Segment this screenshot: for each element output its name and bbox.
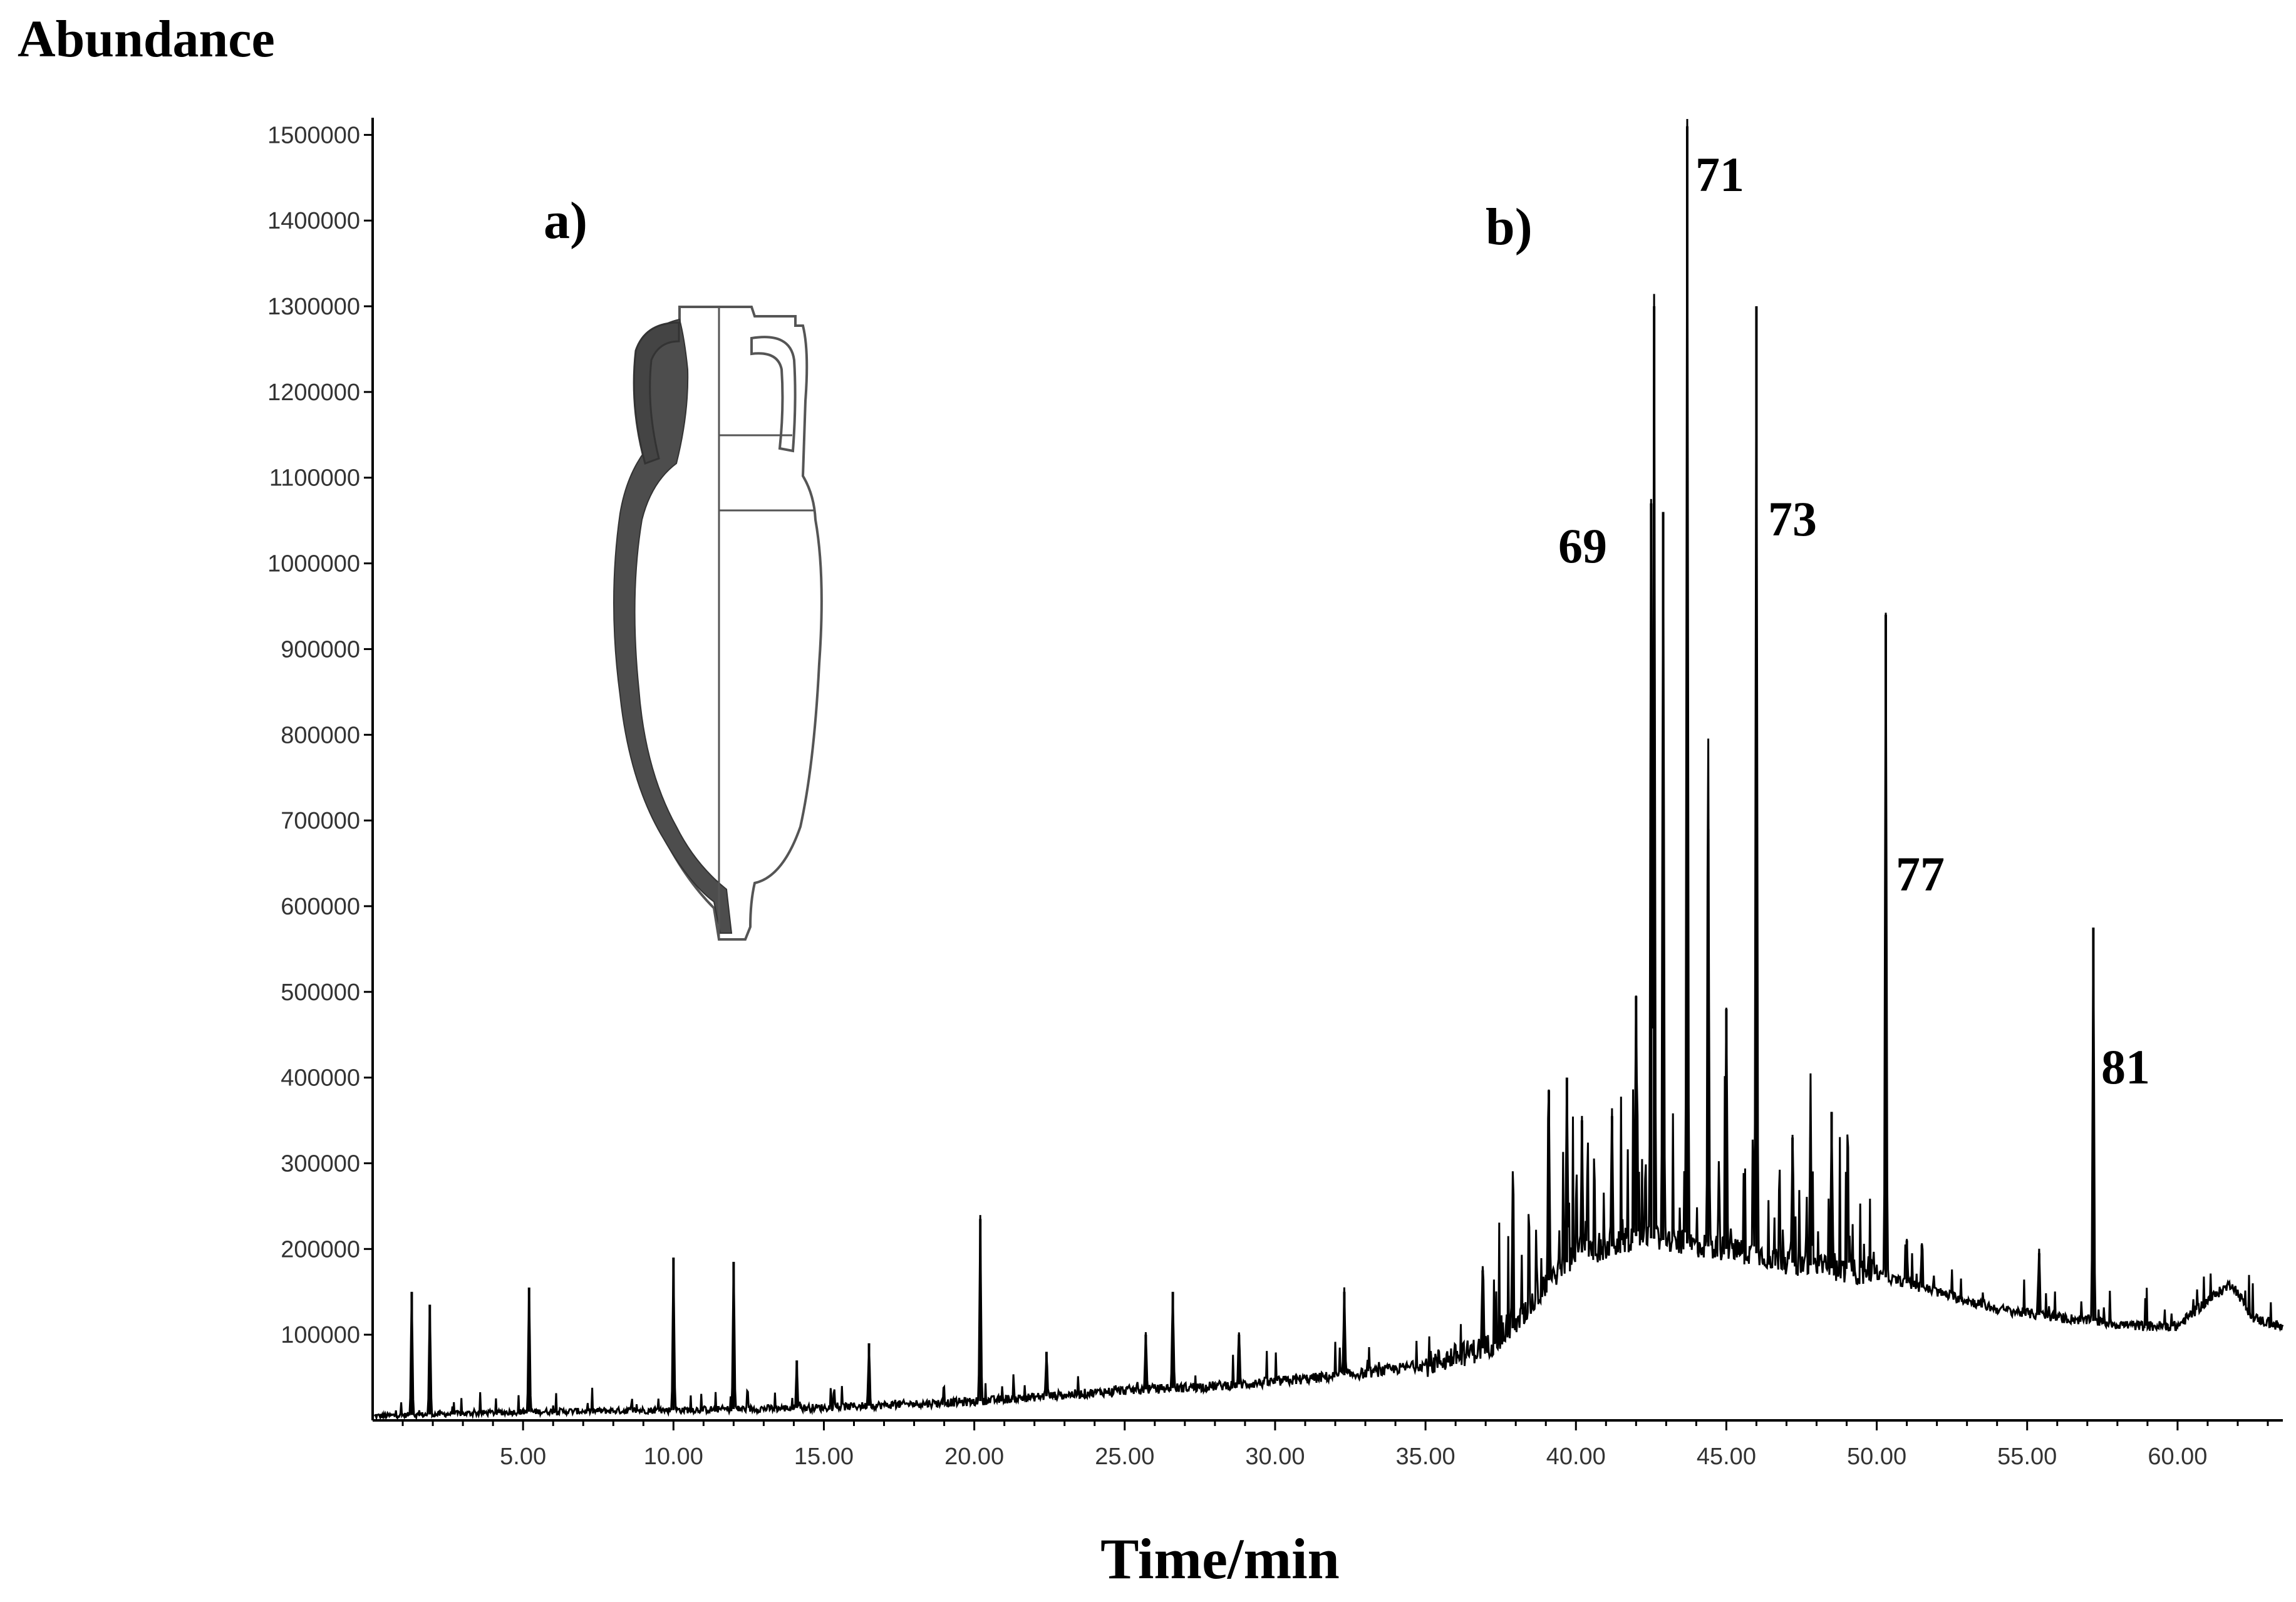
y-tick-label: 1100000 <box>269 465 360 492</box>
y-tick-label: 1300000 <box>267 294 360 320</box>
x-tick-label: 30.00 <box>1245 1444 1305 1470</box>
peak-label: 73 <box>1768 492 1817 546</box>
amphora-section-wall <box>613 318 733 934</box>
amphora-drawing <box>613 306 823 941</box>
x-tick-label: 10.00 <box>644 1444 703 1470</box>
x-tick-label: 40.00 <box>1546 1444 1606 1470</box>
peak-label: 71 <box>1695 147 1744 202</box>
y-tick-label: 1500000 <box>267 122 360 148</box>
y-tick-label: 1400000 <box>267 208 360 234</box>
y-axis-ticks: 100000 200000 300000 400000 500000 600000 7000… <box>267 122 373 1348</box>
amphora-right-handle <box>750 336 797 453</box>
x-tick-label: 60.00 <box>2148 1444 2207 1470</box>
x-tick-label: 25.00 <box>1095 1444 1154 1470</box>
y-tick-label: 200000 <box>281 1236 360 1263</box>
peak-marks <box>410 126 2095 1415</box>
y-tick-label: 800000 <box>281 722 360 748</box>
x-axis-ticks: 5.00 10.00 15.00 20.00 25.00 30.00 35.00 40.00 4… <box>401 1420 2269 1470</box>
y-axis-title: Abundance <box>18 10 275 68</box>
y-tick-label: 500000 <box>281 979 360 1006</box>
y-tick-label: 700000 <box>281 808 360 834</box>
y-tick-label: 1000000 <box>267 551 360 577</box>
y-tick-label: 300000 <box>281 1150 360 1177</box>
panel-label-a: a) <box>544 192 587 250</box>
y-tick-label: 400000 <box>281 1065 360 1092</box>
x-tick-label: 20.00 <box>944 1444 1004 1470</box>
x-tick-label: 5.00 <box>500 1444 546 1470</box>
amphora-left-handle <box>633 321 680 465</box>
x-tick-label: 55.00 <box>1997 1444 2057 1470</box>
peak-label: 77 <box>1896 847 1945 901</box>
x-tick-label: 35.00 <box>1396 1444 1456 1470</box>
peak-label: 81 <box>2101 1040 2150 1094</box>
peak-label: 69 <box>1558 519 1607 573</box>
series-line-chromatogram <box>374 118 2284 1422</box>
y-tick-label: 600000 <box>281 894 360 920</box>
panel-label-b: b) <box>1486 198 1533 256</box>
y-tick-label: 100000 <box>281 1322 360 1348</box>
peak-annotations: 69 71 73 77 81 <box>1558 147 2150 1094</box>
x-tick-label: 45.00 <box>1697 1444 1756 1470</box>
x-tick-label: 15.00 <box>794 1444 854 1470</box>
x-tick-label: 50.00 <box>1847 1444 1906 1470</box>
y-tick-label: 1200000 <box>267 380 360 406</box>
y-tick-label: 900000 <box>281 636 360 663</box>
x-axis-title: Time/min <box>1100 1527 1340 1591</box>
